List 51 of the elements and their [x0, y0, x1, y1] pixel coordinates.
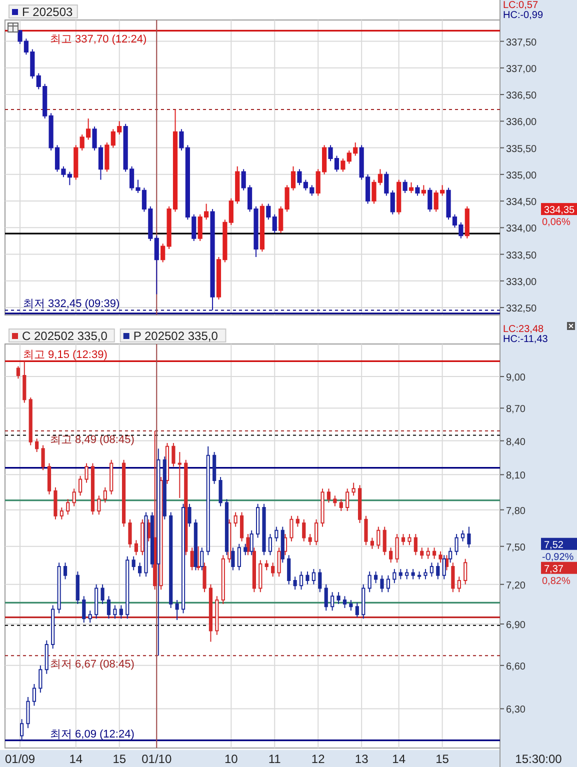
y-tick-label: 335,00: [506, 170, 538, 182]
x-tick-label: 15: [436, 752, 450, 766]
y-tick-label: 335,50: [506, 144, 538, 155]
y-tick-label: 333,00: [506, 276, 538, 288]
y-tick-label: 332,50: [506, 304, 538, 315]
y-tick-label: 7,20: [506, 580, 526, 592]
x-tick-label: 01/10: [142, 752, 172, 766]
ref-line-label: 최고 337,70 (12:24): [50, 34, 147, 46]
text: LC:0,57: [503, 0, 538, 11]
y-tick-label: 337,50: [506, 37, 538, 48]
x-tick-label: 14: [69, 752, 83, 766]
y-tick-label: 336,00: [506, 117, 538, 128]
x-tick-label: 14: [392, 752, 406, 766]
x-tick-label: 15: [112, 752, 126, 766]
y-tick-label: 333,50: [506, 250, 538, 262]
ref-line-label: 최저 332,45 (09:39): [23, 298, 120, 310]
y-tick-label: 7,80: [506, 506, 526, 517]
y-tick-label: 7,50: [506, 542, 526, 554]
text: 0,82%: [542, 576, 570, 587]
x-tick-label: 01/09: [4, 752, 36, 766]
text: 0,06%: [542, 217, 570, 228]
ref-line-label: 최저 6,09 (12:24): [50, 728, 134, 740]
ref-line-label: 최고 8,49 (08:45): [50, 434, 134, 446]
y-tick-label: 8,10: [506, 470, 526, 482]
y-tick-label: 334,00: [506, 224, 538, 235]
ref-line-label: 최저 6,67 (08:45): [50, 658, 134, 671]
x-tick-label: 11: [268, 752, 282, 766]
text: 7,52: [544, 540, 564, 551]
legend-label: F 202503: [22, 5, 74, 19]
y-tick-label: 9,00: [506, 372, 526, 384]
y-tick-label: 6,30: [506, 704, 526, 716]
ref-line-label: 최고 9,15 (12:39): [23, 349, 108, 362]
x-tick-label: 10: [224, 752, 238, 766]
text: LC:23,48: [503, 324, 544, 335]
text: 15:30:00: [515, 752, 562, 766]
text: -0,92%: [542, 552, 574, 563]
legend-label: P 202502 335,0: [133, 329, 218, 343]
text: HC:-11,43: [503, 334, 548, 345]
y-tick-label: 337,00: [506, 64, 538, 75]
y-tick-label: 8,70: [506, 404, 526, 416]
y-tick-label: 6,60: [506, 661, 526, 672]
text: HC:-0,99: [503, 10, 544, 21]
y-tick-label: 334,50: [506, 197, 538, 208]
y-tick-label: 336,50: [506, 90, 538, 102]
x-tick-label: 12: [311, 752, 326, 766]
y-tick-label: 8,40: [506, 436, 526, 448]
legend-label: C 202502 335,0: [22, 329, 108, 343]
x-tick-label: 13: [354, 752, 369, 766]
y-tick-label: 6,90: [506, 620, 526, 632]
text: 334,35: [544, 205, 576, 216]
text: 7,37: [544, 564, 564, 575]
